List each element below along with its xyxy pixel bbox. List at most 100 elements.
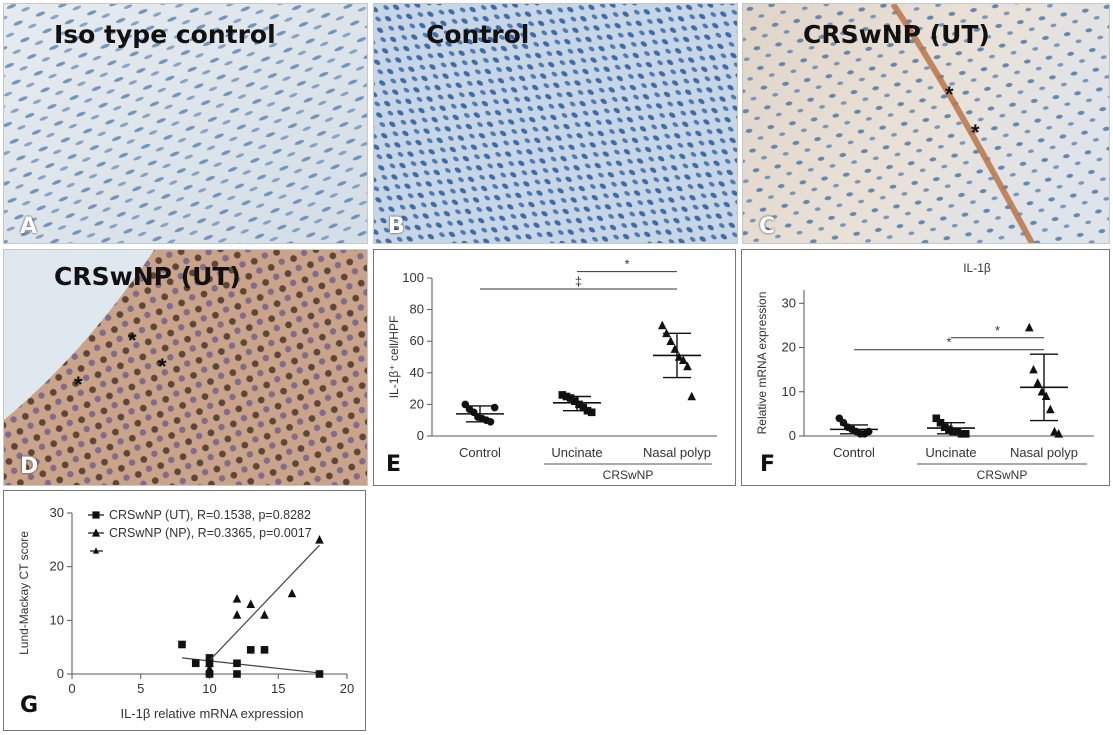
chart-f-point-1-7 — [961, 429, 970, 438]
chart-g-y-axis-label: Lund-Mackay CT score — [17, 531, 31, 655]
panel-b-photo: Control B — [373, 3, 738, 244]
chart-e-y-tick-label-4: 80 — [410, 302, 424, 317]
chart-f-svg: 0 10 20 30 Control Uncinate Nasal polyp CRSwNP R… — [755, 261, 1094, 482]
panel-b-label: B — [388, 214, 405, 239]
panel-c-asterisk-1: * — [945, 82, 954, 107]
chart-f-sig-mark-0: * — [995, 323, 1000, 338]
chart-g-point-0-9 — [315, 670, 324, 678]
panel-d-asterisk-2: * — [158, 354, 167, 379]
chart-e-group-label: CRSwNP — [603, 468, 654, 482]
chart-f-y-tick-label-1: 10 — [782, 384, 796, 399]
chart-g-x-tick-label-1: 5 — [137, 681, 144, 696]
chart-g-x-tick-label-2: 10 — [202, 681, 216, 696]
chart-e-point-2-5 — [679, 355, 688, 364]
chart-e-point-2-0 — [658, 320, 667, 330]
chart-g-point-0-6 — [233, 670, 241, 678]
chart-e-point-1-0 — [558, 391, 567, 399]
chart-g-point-0-2 — [205, 654, 214, 662]
panel-e-chart: 0 20 40 60 80 100 Control Uncinate Nasal polyp CR… — [373, 249, 736, 486]
panel-c-title: CRSwNP (UT) — [803, 20, 990, 49]
chart-f-point-1-4 — [949, 427, 957, 436]
chart-f-y-tick-label-3: 30 — [782, 295, 796, 310]
chart-e-x-tick-label-1: Uncinate — [551, 445, 602, 460]
chart-f-y-tick-label-0: 0 — [789, 428, 796, 443]
chart-e-x-tick-label-0: Control — [459, 445, 501, 460]
chart-f-point-1-2 — [940, 423, 949, 431]
chart-e-y-tick-label-3: 60 — [410, 333, 424, 348]
chart-e-point-2-6 — [683, 361, 692, 371]
chart-g-x-axis-label: IL-1β relative mRNA expression — [120, 706, 303, 721]
chart-e-point-2-7 — [687, 391, 696, 401]
panel-c-asterisk-2: * — [971, 120, 980, 145]
chart-g-point-1-3 — [232, 594, 242, 603]
chart-f-point-2-7 — [1054, 428, 1063, 438]
chart-g-y-tick-label-0: 0 — [57, 666, 64, 681]
panel-d-label: D — [20, 454, 39, 479]
chart-g-svg: 0 10 20 30 0 5 10 15 20 IL-1β relative mRNA expre… — [17, 505, 354, 721]
chart-f-group-label: CRSwNP — [977, 468, 1028, 482]
chart-f-point-1-0 — [932, 414, 941, 423]
chart-g-point-0-8 — [260, 646, 269, 654]
panel-f-chart: 0 10 20 30 Control Uncinate Nasal polyp CRSwNP R… — [741, 249, 1110, 486]
chart-e-point-1-7 — [587, 408, 596, 417]
chart-e-point-0-7 — [490, 403, 499, 412]
chart-g-point-1-4 — [232, 610, 242, 619]
panel-g-label: G — [20, 693, 39, 718]
chart-g-x-tick-label-4: 20 — [340, 681, 354, 696]
panel-b-title: Control — [426, 20, 530, 49]
panel-f-label: F — [760, 452, 776, 477]
chart-g-y-tick-label-1: 10 — [50, 612, 64, 627]
chart-f-point-2-0 — [1025, 322, 1034, 332]
chart-e-y-tick-label-2: 40 — [410, 365, 424, 380]
chart-f-sig-mark-1: * — [946, 335, 951, 350]
chart-f-title: IL-1β — [963, 261, 991, 275]
chart-f-x-tick-label-1: Uncinate — [925, 445, 976, 460]
chart-g-point-1-8 — [315, 535, 324, 544]
chart-e-point-2-3 — [670, 344, 680, 353]
chart-g-point-1-5 — [246, 599, 256, 609]
panel-a-photo: Iso type control A — [3, 3, 368, 244]
chart-f-point-1-5 — [953, 427, 962, 436]
panel-a-title: Iso type control — [54, 20, 276, 49]
chart-f-y-tick-label-2: 20 — [782, 340, 796, 355]
chart-f-x-tick-label-2: Nasal polyp — [1010, 445, 1078, 460]
chart-g-legend-marker-1 — [91, 528, 101, 537]
chart-g-point-0-1 — [191, 659, 200, 668]
panel-g-chart: 0 10 20 30 0 5 10 15 20 IL-1β relative mRNA expre… — [3, 490, 366, 731]
chart-g-fit-line-0 — [181, 657, 320, 674]
panel-e-label: E — [386, 452, 402, 477]
chart-f-x-tick-label-0: Control — [833, 445, 875, 460]
chart-e-y-tick-label-5: 100 — [402, 270, 424, 285]
chart-f-point-1-3 — [945, 425, 953, 434]
panel-d-photo: CRSwNP (UT) * * * D — [3, 249, 368, 486]
chart-g-legend-marker-0 — [92, 511, 100, 519]
chart-g-point-0-0 — [178, 640, 186, 649]
chart-e-sig-mark-0: * — [624, 257, 629, 272]
chart-g-x-tick-label-3: 15 — [271, 681, 285, 696]
chart-g-y-tick-label-3: 30 — [50, 505, 64, 520]
chart-e-y-tick-label-0: 0 — [417, 428, 424, 443]
chart-e-y-tick-label-1: 20 — [410, 396, 424, 411]
chart-g-y-tick-label-2: 20 — [50, 559, 64, 574]
panel-c-photo: CRSwNP (UT) * * C — [742, 3, 1110, 244]
panel-d-title: CRSwNP (UT) — [54, 262, 241, 291]
chart-g-point-1-7 — [287, 588, 297, 598]
chart-e-sig-mark-1: ‡ — [575, 274, 582, 289]
chart-e-svg: 0 20 40 60 80 100 Control Uncinate Nasal polyp CR… — [387, 257, 717, 482]
chart-e-point-2-2 — [666, 336, 675, 345]
chart-e-point-1-4 — [575, 400, 583, 409]
panel-a-label: A — [20, 214, 38, 239]
chart-f-point-2-1 — [1029, 364, 1038, 374]
chart-g-point-1-2 — [205, 666, 214, 676]
panel-d-asterisk-3: * — [74, 372, 83, 397]
chart-f-point-2-5 — [1046, 404, 1055, 414]
chart-f-y-axis-label: Relative mRNA expression — [755, 292, 769, 435]
panel-d-asterisk-1: * — [128, 328, 137, 353]
panel-c-label: C — [759, 214, 776, 239]
chart-g-point-0-5 — [233, 659, 241, 668]
chart-e-point-1-3 — [571, 397, 579, 406]
chart-g-x-tick-label-0: 0 — [68, 681, 75, 696]
chart-g-legend-text-0: CRSwNP (UT), R=0.1538, p=0.8282 — [109, 508, 311, 522]
chart-e-point-1-2 — [566, 394, 575, 402]
chart-f-point-2-2 — [1033, 378, 1042, 387]
